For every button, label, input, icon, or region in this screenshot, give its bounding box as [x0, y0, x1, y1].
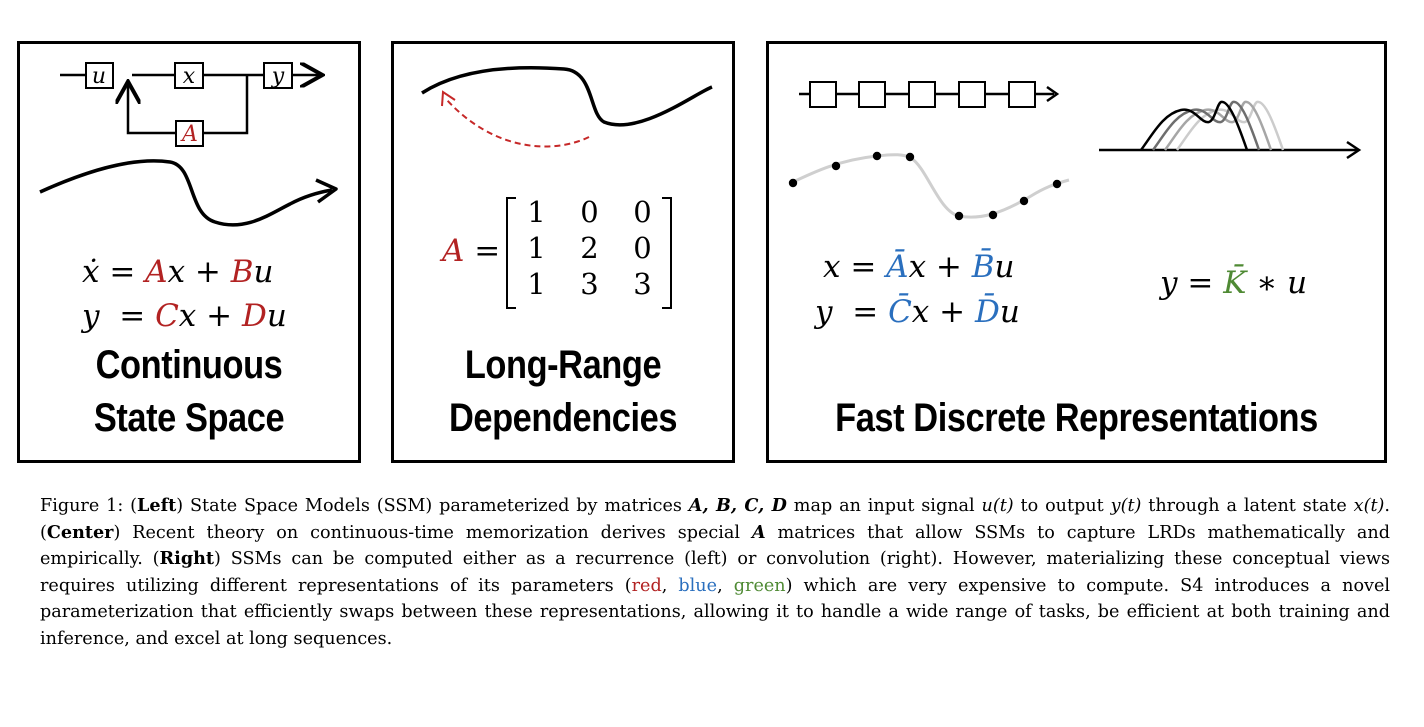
matrix-right-bracket: [662, 197, 672, 309]
sample-point: [988, 210, 998, 220]
matrix-cell: 0: [580, 195, 599, 229]
lrd-diagram: [421, 65, 713, 148]
matrix-cell: 1: [527, 267, 546, 301]
signal-curve: [421, 65, 713, 127]
sample-point: [872, 151, 882, 161]
matrix-cell: 0: [633, 195, 652, 229]
kernel-curve: [1151, 100, 1261, 151]
curve-arrowhead: [315, 178, 338, 204]
caption-right: Right: [159, 548, 215, 570]
recurrence-arrowhead: [1046, 85, 1060, 103]
recurrence-cell: [809, 81, 837, 108]
figure-caption: Figure 1: (Left) State Space Models (SSM…: [40, 495, 1391, 649]
dependency-arrowhead: [441, 90, 456, 107]
recurrence-cell: [1008, 81, 1036, 108]
y-label: y: [271, 64, 285, 89]
u-block: [85, 62, 114, 89]
equation-state: ẋ = Ax + Bu: [82, 254, 274, 290]
u-label: u: [92, 64, 106, 89]
sample-point: [905, 152, 915, 162]
sample-point: [1019, 196, 1029, 206]
sampled-curve: [790, 153, 1070, 219]
feedback-arrow: [128, 84, 177, 135]
title-line-2: Dependencies: [448, 396, 678, 440]
matrix-cell: 2: [580, 231, 599, 265]
matrix-cell: 1: [527, 231, 546, 265]
title-line-2: State Space: [93, 396, 285, 440]
continuous-signal-curve: [39, 159, 333, 227]
caption-left: Left: [137, 495, 177, 516]
discrete-diagram: [788, 81, 1362, 221]
title-line-1: Long-Range: [464, 343, 662, 387]
matrix-a: 1 0 0 1 2 0 1 3 3: [510, 194, 669, 302]
block-diagram: u x y A: [39, 62, 338, 227]
convolution-arrowhead: [1346, 140, 1362, 160]
matrix-left-bracket: [506, 197, 516, 309]
sample-point: [1052, 179, 1062, 189]
dependency-arrow: [445, 98, 590, 148]
recurrence-cell: [858, 81, 886, 108]
matrix-row: 1 2 0: [510, 230, 669, 266]
kernel-curve: [1175, 100, 1285, 151]
panel-fast-discrete-representations: x = Āx + B̄u y = C̄x + D̄u y = K̄ ∗ u Fa…: [766, 41, 1387, 463]
sample-points: [788, 151, 1062, 221]
equation-discrete-state: x = Āx + B̄u: [823, 249, 1015, 285]
recurrence-cell: [958, 81, 986, 108]
caption-blue: blue: [678, 575, 718, 596]
title-line-1: Continuous: [95, 343, 283, 387]
kernel-curve: [1139, 100, 1249, 151]
matrix-row: 1 0 0: [510, 194, 669, 230]
matrix-cell: 3: [633, 267, 652, 301]
equation-discrete-output: y = C̄x + D̄u: [815, 294, 1020, 330]
panel-continuous-state-space: u x y A ẋ = Ax + Bu y = Cx + Du Continuo…: [17, 41, 361, 463]
panel-title: Fast Discrete Representations: [835, 396, 1318, 440]
matrix-row: 1 3 3: [510, 266, 669, 302]
matrix-cell: 3: [580, 267, 599, 301]
x-label: x: [183, 64, 196, 89]
equation-convolution: y = K̄ ∗ u: [1160, 265, 1308, 301]
kernel-curve: [1163, 100, 1273, 151]
a-block: [175, 120, 204, 147]
x-block: [174, 62, 204, 89]
caption-green: green: [733, 575, 786, 596]
sample-point: [831, 161, 841, 171]
caption-red: red: [631, 575, 662, 596]
matrix-cell: 1: [527, 195, 546, 229]
y-block: [263, 62, 293, 89]
sample-point: [788, 178, 798, 188]
recurrence-cell: [908, 81, 936, 108]
equation-output: y = Cx + Du: [82, 298, 287, 334]
panel-long-range-dependencies: A = 1 0 0 1 2 0 1 3 3 Long-Range Depende…: [391, 41, 735, 463]
sample-point: [954, 211, 964, 221]
caption-center: Center: [46, 521, 114, 543]
a-label: A: [180, 122, 198, 147]
matrix-cell: 0: [633, 231, 652, 265]
matrix-lhs: A =: [442, 233, 501, 269]
